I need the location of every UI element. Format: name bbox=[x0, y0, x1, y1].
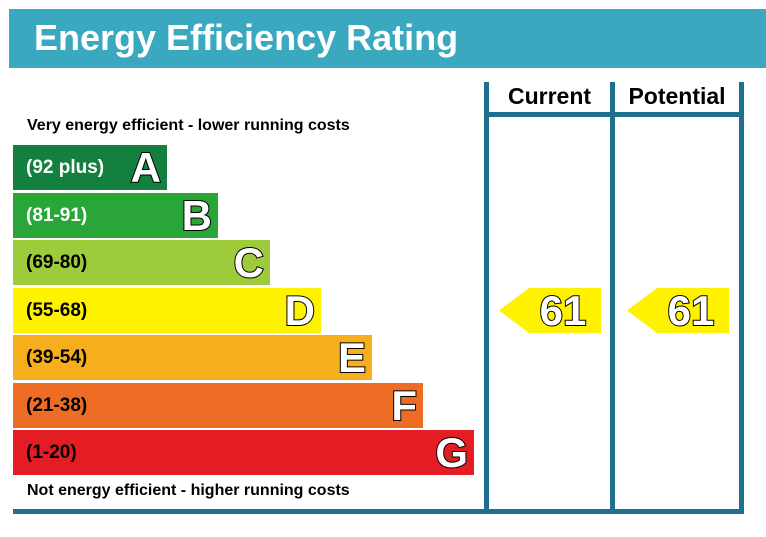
band-letter: F bbox=[390, 381, 418, 430]
band-g: (1-20) G bbox=[13, 428, 474, 477]
current-column-header: Current bbox=[507, 83, 592, 109]
frame-right-line bbox=[739, 82, 744, 512]
current-rating-arrow: 61 bbox=[499, 287, 601, 334]
band-f: (21-38) F bbox=[13, 381, 423, 430]
band-letter: C bbox=[233, 238, 265, 287]
band-range-label: (21-38) bbox=[26, 395, 88, 416]
title-bar: Energy Efficiency Rating bbox=[9, 9, 766, 68]
potential-rating-arrow: 61 bbox=[627, 287, 729, 334]
band-letter: A bbox=[130, 143, 162, 192]
frame-middle-line bbox=[610, 82, 615, 512]
band-e: (39-54) E bbox=[13, 333, 372, 382]
band-letter: B bbox=[181, 191, 213, 240]
band-range-label: (81-91) bbox=[26, 205, 88, 226]
band-letter: E bbox=[337, 333, 367, 382]
band-letter: G bbox=[434, 428, 469, 477]
chart-title: Energy Efficiency Rating bbox=[34, 17, 459, 58]
band-b: (81-91) B bbox=[13, 191, 218, 240]
band-range-label: (92 plus) bbox=[26, 157, 105, 178]
band-c: (69-80) C bbox=[13, 238, 270, 287]
current-arrow-shape bbox=[499, 288, 601, 333]
band-range-label: (55-68) bbox=[26, 300, 88, 321]
band-range-label: (39-54) bbox=[26, 347, 88, 368]
potential-column-header: Potential bbox=[628, 83, 726, 109]
band-letter: D bbox=[284, 286, 316, 335]
potential-rating-value: 61 bbox=[667, 287, 716, 334]
current-rating-value: 61 bbox=[539, 287, 588, 334]
potential-arrow-shape bbox=[627, 288, 729, 333]
frame-left-line bbox=[484, 82, 489, 512]
bottom-caption: Not energy efficient - higher running co… bbox=[27, 482, 350, 499]
band-d: (55-68) D bbox=[13, 286, 321, 335]
band-a: (92 plus) A bbox=[13, 143, 167, 192]
band-range-label: (69-80) bbox=[26, 252, 88, 273]
frame-header-line bbox=[484, 112, 744, 117]
frame-bottom-line bbox=[13, 509, 744, 514]
band-range-label: (1-20) bbox=[26, 442, 77, 463]
top-caption: Very energy efficient - lower running co… bbox=[27, 117, 350, 134]
